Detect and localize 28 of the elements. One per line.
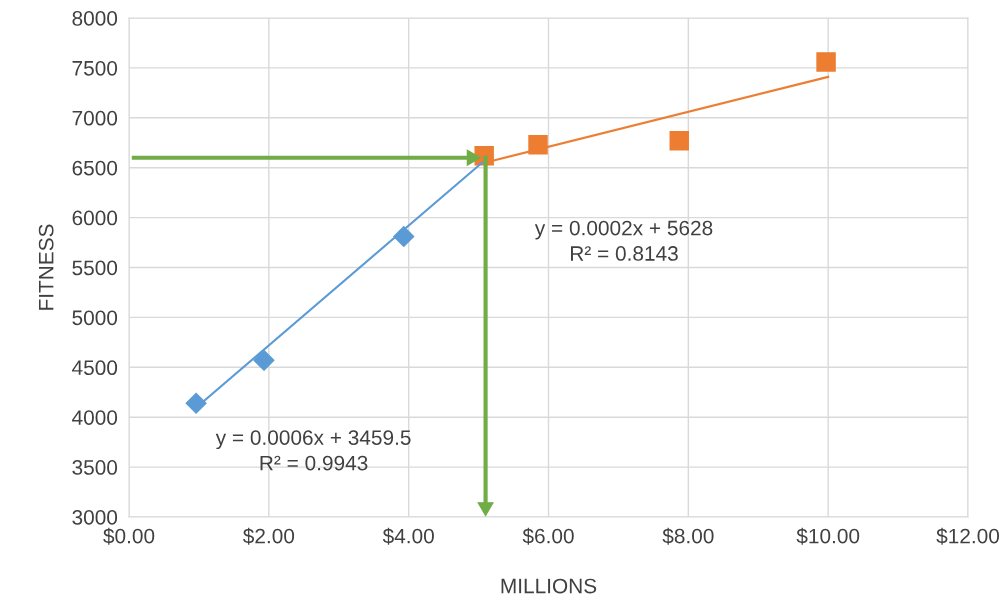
y-tick-label: 4000 [72,410,118,425]
y-tick-label: 3000 [72,510,118,525]
x-tick-label: $12.00 [936,527,1000,545]
point [393,226,415,248]
y-tick-label: 4500 [72,360,118,376]
x-tick-label: $2.00 [242,527,295,545]
annotation: y = 0.0006x + 3459.5 R² = 0.9943 [215,430,411,471]
y-tick-label: 6000 [72,210,118,226]
x-tick-label: $10.00 [796,527,860,545]
point [669,131,689,151]
x-tick-label: $6.00 [522,527,574,545]
y-tick-label: 7000 [72,110,118,126]
point [816,52,836,72]
point [466,149,481,166]
x-axis-title: MILLIONS [501,578,597,594]
annotation: y = 0.0002x + 5628 R² = 0.8143 [534,220,713,261]
point [185,392,207,414]
y-tick-label: 5500 [72,260,118,276]
y-tick-label: 6500 [72,160,118,176]
y-tick-label: 5000 [72,310,118,326]
x-tick-label: $0.00 [103,527,155,545]
y-tick-label: 7500 [72,60,118,76]
y-tick-label: 8000 [72,11,118,26]
y-tick-label: 3500 [72,460,118,475]
x-tick-label: $8.00 [662,527,714,545]
y-axis-title: FITNESS [38,224,54,310]
point [253,349,275,371]
x-tick-label: $4.00 [382,527,434,545]
